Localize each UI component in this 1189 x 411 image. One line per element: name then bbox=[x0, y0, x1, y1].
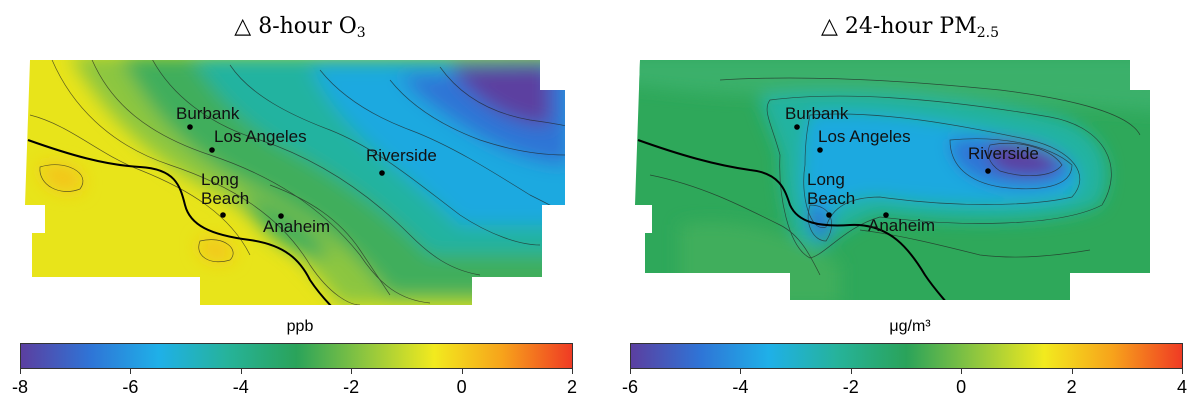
coastline bbox=[637, 139, 951, 300]
colorbar-tick-label: 2 bbox=[566, 377, 577, 397]
city-label-riverside: Riverside bbox=[968, 144, 1039, 163]
colorbar-tick-label: 0 bbox=[456, 377, 467, 397]
colorbar-tick-label: 2 bbox=[1066, 377, 1077, 397]
coastline bbox=[27, 139, 336, 305]
city-dot-riverside bbox=[985, 168, 991, 174]
city-dot-long-beach bbox=[220, 212, 226, 218]
colorbar-tick-mark bbox=[351, 369, 353, 374]
city-label-burbank: Burbank bbox=[176, 104, 240, 123]
colorbar-tick-label: -2 bbox=[842, 377, 859, 397]
colorbar-tick-mark bbox=[20, 369, 21, 374]
city-dot-los-angeles bbox=[817, 147, 823, 153]
pm25-unit-label: μg/m³ bbox=[889, 318, 931, 335]
colorbar-tick-label: -6 bbox=[122, 377, 139, 397]
city-label-burbank: Burbank bbox=[785, 104, 849, 123]
pm25-panel-title: △ 24-hour PM2.5 bbox=[820, 14, 1000, 41]
colorbar-tick-label: 4 bbox=[1176, 377, 1187, 397]
colorbar-tick-mark bbox=[630, 369, 631, 374]
ozone-colorbar bbox=[20, 343, 573, 369]
colorbar-tick-label: -8 bbox=[11, 377, 28, 397]
city-dot-riverside bbox=[379, 170, 385, 176]
colorbar-tick-label: -2 bbox=[343, 377, 360, 397]
ozone-unit-label: ppb bbox=[286, 318, 314, 335]
city-label-riverside: Riverside bbox=[366, 146, 437, 165]
pm25-field bbox=[635, 60, 1150, 300]
colorbar-tick-mark bbox=[961, 369, 963, 374]
colorbar-tick-label: -4 bbox=[732, 377, 749, 397]
city-label-los-angeles: Los Angeles bbox=[214, 127, 307, 146]
colorbar-tick-mark bbox=[1182, 369, 1183, 374]
colorbar-tick-label: 0 bbox=[956, 377, 967, 397]
city-dot-anaheim bbox=[883, 212, 889, 218]
city-markers: Burbank Los Angeles Riverside Long Beach Anah… bbox=[785, 104, 1039, 235]
city-label-los-angeles: Los Angeles bbox=[818, 127, 911, 146]
city-dot-burbank bbox=[187, 124, 193, 130]
pm25-colorbar bbox=[630, 343, 1183, 369]
colorbar-tick-mark bbox=[572, 369, 573, 374]
colorbar-tick-mark bbox=[850, 369, 852, 374]
colorbar-tick-mark bbox=[461, 369, 463, 374]
colorbar-tick-mark bbox=[740, 369, 742, 374]
pm25-map: Burbank Los Angeles Riverside Long Beach Anah… bbox=[635, 60, 1150, 300]
colorbar-tick-label: -4 bbox=[232, 377, 249, 397]
city-dot-anaheim bbox=[278, 213, 284, 219]
ozone-panel: △ 8-hour O3 bbox=[10, 0, 590, 411]
colorbar-tick-mark bbox=[1071, 369, 1073, 374]
ozone-field bbox=[25, 60, 565, 305]
city-dot-long-beach bbox=[826, 212, 832, 218]
city-label-long-beach: Long Beach bbox=[807, 170, 855, 208]
colorbar-tick-mark bbox=[240, 369, 242, 374]
colorbar-tick-mark bbox=[130, 369, 132, 374]
ozone-panel-title: △ 8-hour O3 bbox=[234, 14, 366, 41]
city-dot-los-angeles bbox=[209, 147, 215, 153]
pm25-panel: △ 24-hour PM2.5 bbox=[620, 0, 1189, 411]
colorbar-tick-label: -6 bbox=[621, 377, 638, 397]
city-label-anaheim: Anaheim bbox=[868, 216, 935, 235]
city-label-anaheim: Anaheim bbox=[263, 217, 330, 236]
city-dot-burbank bbox=[794, 124, 800, 130]
city-label-long-beach: Long Beach bbox=[201, 170, 249, 208]
ozone-map: Burbank Los Angeles Riverside Long Beach Anah… bbox=[25, 60, 565, 305]
city-markers: Burbank Los Angeles Riverside Long Beach Anah… bbox=[176, 104, 437, 236]
